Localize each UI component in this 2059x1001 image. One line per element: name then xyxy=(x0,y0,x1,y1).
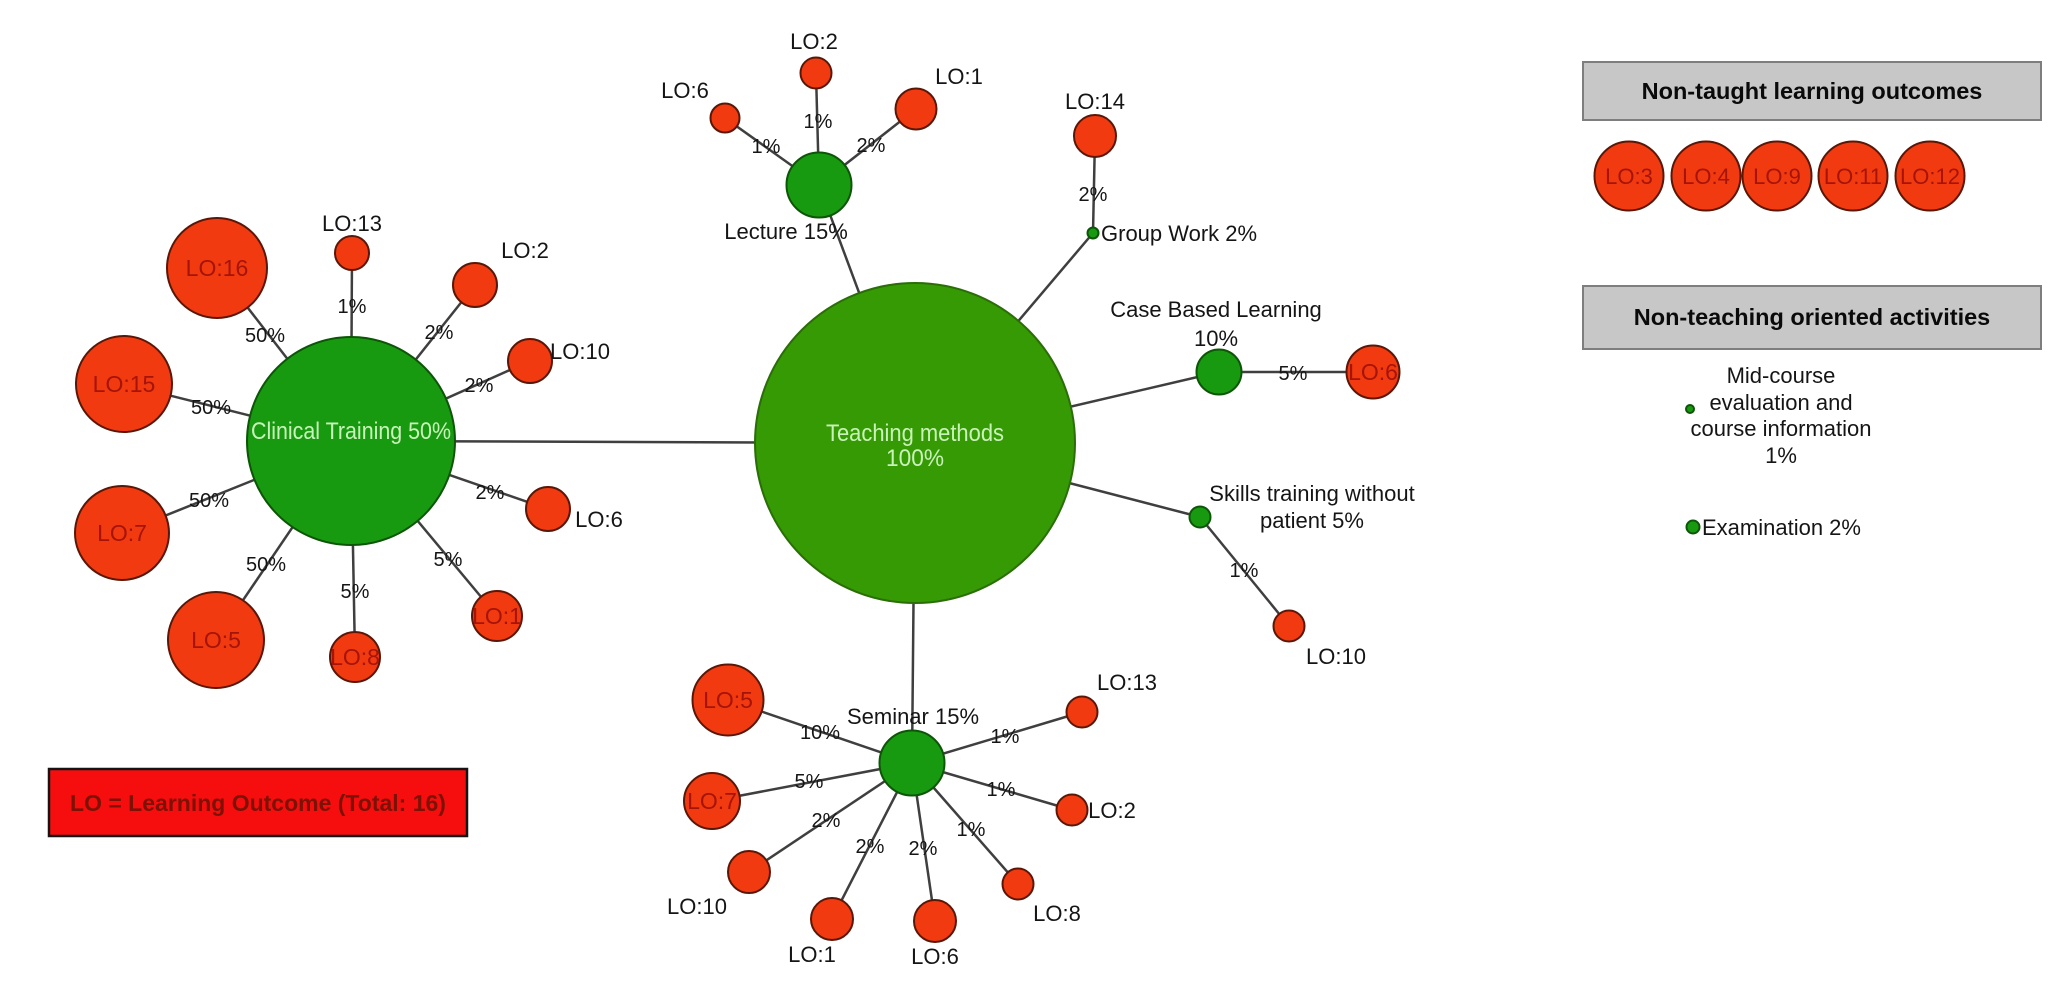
svg-text:LO:15: LO:15 xyxy=(93,371,156,397)
svg-text:Examination 2%: Examination 2% xyxy=(1702,515,1861,540)
svg-text:LO:8: LO:8 xyxy=(1033,901,1081,926)
svg-text:LO:1: LO:1 xyxy=(935,64,983,89)
svg-text:LO:1: LO:1 xyxy=(472,603,522,629)
svg-text:1%: 1% xyxy=(752,136,781,158)
svg-text:5%: 5% xyxy=(1279,363,1308,385)
svg-text:LO:1: LO:1 xyxy=(788,942,836,967)
svg-text:LO:5: LO:5 xyxy=(703,687,753,713)
svg-text:5%: 5% xyxy=(341,581,370,603)
svg-text:LO:2: LO:2 xyxy=(790,29,838,54)
svg-text:patient 5%: patient 5% xyxy=(1260,508,1364,533)
svg-text:LO:5: LO:5 xyxy=(191,627,241,653)
svg-text:50%: 50% xyxy=(245,325,285,347)
svg-text:course information: course information xyxy=(1691,416,1872,441)
svg-text:LO = Learning Outcome (Total:: LO = Learning Outcome (Total: 16) xyxy=(70,790,446,816)
svg-text:LO:4: LO:4 xyxy=(1682,164,1730,189)
svg-text:2%: 2% xyxy=(909,838,938,860)
svg-text:LO:6: LO:6 xyxy=(911,944,959,969)
svg-text:LO:3: LO:3 xyxy=(1605,164,1653,189)
svg-text:LO:10: LO:10 xyxy=(667,894,727,919)
svg-text:Non-teaching oriented activiti: Non-teaching oriented activities xyxy=(1634,304,1990,330)
svg-text:Clinical Training 50%: Clinical Training 50% xyxy=(251,418,451,445)
svg-text:LO:6: LO:6 xyxy=(1348,359,1398,385)
svg-text:Seminar 15%: Seminar 15% xyxy=(847,704,979,729)
svg-text:LO:9: LO:9 xyxy=(1753,164,1801,189)
svg-text:1%: 1% xyxy=(1765,443,1797,468)
svg-text:1%: 1% xyxy=(987,779,1016,801)
svg-text:50%: 50% xyxy=(189,490,229,512)
svg-text:Non-taught learning outcomes: Non-taught learning outcomes xyxy=(1642,78,1983,104)
svg-text:LO:2: LO:2 xyxy=(501,238,549,263)
svg-text:1%: 1% xyxy=(991,726,1020,748)
svg-text:LO:12: LO:12 xyxy=(1900,164,1960,189)
svg-text:10%: 10% xyxy=(800,722,840,744)
svg-text:LO:7: LO:7 xyxy=(687,788,737,814)
svg-text:100%: 100% xyxy=(886,445,944,472)
svg-text:Skills training without: Skills training without xyxy=(1209,481,1414,506)
svg-text:LO:6: LO:6 xyxy=(575,507,623,532)
svg-text:2%: 2% xyxy=(425,322,454,344)
svg-text:50%: 50% xyxy=(191,397,231,419)
svg-text:2%: 2% xyxy=(476,482,505,504)
svg-text:5%: 5% xyxy=(795,771,824,793)
svg-text:2%: 2% xyxy=(465,375,494,397)
svg-text:Lecture 15%: Lecture 15% xyxy=(724,219,848,244)
svg-text:LO:2: LO:2 xyxy=(1088,798,1136,823)
svg-text:LO:13: LO:13 xyxy=(1097,670,1157,695)
svg-text:2%: 2% xyxy=(1079,184,1108,206)
svg-text:Mid-course: Mid-course xyxy=(1727,363,1836,388)
svg-text:LO:11: LO:11 xyxy=(1824,164,1882,189)
svg-text:evaluation and: evaluation and xyxy=(1709,390,1852,415)
svg-text:1%: 1% xyxy=(804,111,833,133)
svg-text:Teaching methods: Teaching methods xyxy=(826,420,1004,447)
svg-text:Group Work 2%: Group Work 2% xyxy=(1101,221,1257,246)
svg-text:LO:13: LO:13 xyxy=(322,211,382,236)
svg-text:LO:8: LO:8 xyxy=(330,644,380,670)
svg-text:1%: 1% xyxy=(1230,560,1259,582)
svg-text:2%: 2% xyxy=(856,836,885,858)
svg-text:10%: 10% xyxy=(1194,326,1238,351)
svg-text:LO:6: LO:6 xyxy=(661,78,709,103)
svg-text:Case Based Learning: Case Based Learning xyxy=(1110,297,1322,322)
svg-text:LO:10: LO:10 xyxy=(1306,644,1366,669)
svg-text:LO:14: LO:14 xyxy=(1065,89,1125,114)
svg-text:2%: 2% xyxy=(857,135,886,157)
svg-text:5%: 5% xyxy=(434,549,463,571)
svg-text:1%: 1% xyxy=(957,819,986,841)
svg-text:1%: 1% xyxy=(338,296,367,318)
svg-text:50%: 50% xyxy=(246,554,286,576)
svg-text:LO:7: LO:7 xyxy=(97,520,147,546)
svg-text:LO:10: LO:10 xyxy=(550,339,610,364)
svg-text:2%: 2% xyxy=(812,810,841,832)
svg-text:LO:16: LO:16 xyxy=(186,255,249,281)
